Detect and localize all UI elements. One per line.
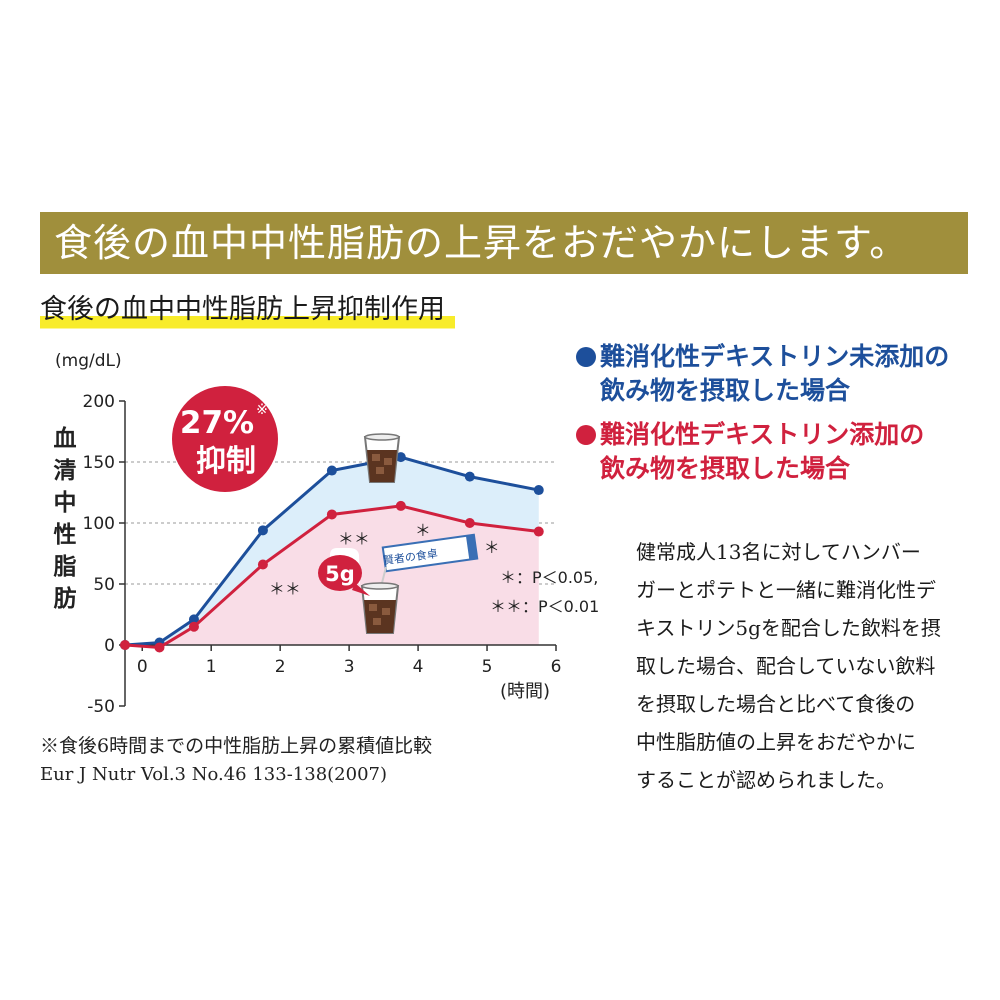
blue-data-point [326,465,337,476]
description-line: ガーとポテトと一緒に難消化性デ [636,578,936,602]
legend-red: 難消化性デキストリン添加の 飲み物を摂取した場合 [576,418,924,486]
x-tick-label: 6 [551,657,562,677]
blue-series-line [124,455,540,647]
description-line: 中性脂肪値の上昇をおだやかに [636,730,916,754]
red-data-point [154,642,165,653]
red-series-line [124,504,539,649]
legend-red-text-2: 飲み物を摂取した場合 [600,454,851,483]
y-tick-label: -50 [87,697,115,717]
cola-glass-with-powder-icon [360,582,400,634]
badge-word: 抑制 [196,444,256,479]
blue-data-point [464,471,475,482]
x-tick-label: 2 [275,657,286,677]
x-tick-label: 0 [137,657,148,677]
series-layer [120,452,544,653]
legend-blue-text-1: 難消化性デキストリン未添加の [600,342,950,371]
description-line: 取した場合、配合していない飲料 [636,654,936,678]
blue-data-point [257,525,268,536]
chart-subtitle: 食後の血中中性脂肪上昇抑制作用 [40,290,455,332]
badge-circle [172,386,278,492]
y-unit-label: (mg/dL) [55,351,122,371]
headline-banner: 食後の血中中性脂肪の上昇をおだやかにします。 [40,212,968,274]
dose-bubble: 5g [318,548,370,596]
y-axis-label: 血清中性脂肪 [54,425,77,612]
blue-band-fill [125,457,539,648]
red-data-point [120,640,130,650]
description-line: 健常成人13名に対してハンバー [636,540,921,564]
x-tick-label: 5 [482,657,493,677]
label-layer: ＊＊＊＊ ＊＊ [269,521,500,599]
red-data-point [533,526,544,537]
dextrin-stick-pack-icon: 賢者の食卓 [381,533,479,584]
axis-layer: -50 0 50 100 150 200 0 1 2 3 4 5 6 [83,392,562,717]
significance-p005: ＊：P＜0.05, [500,568,598,587]
significance-marker: ＊＊ [338,529,370,548]
legend-red-text-1: 難消化性デキストリン添加の [600,420,925,449]
footnote: ※食後6時間までの中性脂肪上昇の累積値比較 [40,735,433,757]
x-tick-label: 3 [344,657,355,677]
significance-marker: ＊ [484,538,500,557]
x-tick-label: 1 [206,657,217,677]
legend-red-dot [576,425,596,445]
reduction-badge: 27% ※ 抑制 [172,386,278,492]
legend-blue: 難消化性デキストリン未添加の 飲み物を摂取した場合 [576,340,949,408]
y-tick-label: 0 [104,636,115,656]
y-tick-label: 200 [83,392,115,412]
y-tick-label: 150 [83,453,115,473]
badge-mark: ※ [256,402,268,418]
y-tick-label: 100 [83,514,115,534]
legend-blue-text-2: 飲み物を摂取した場合 [600,376,851,405]
red-data-point [395,500,406,511]
blue-data-point [188,614,199,625]
red-data-point [188,621,199,632]
badge-percent: 27% [180,405,254,441]
red-data-point [326,509,337,520]
study-description: 健常成人13名に対してハンバー ガーとポテトと一緒に難消化性デ キストリン5gを… [636,533,976,799]
blue-data-point [533,485,544,496]
dose-label: 5g [325,562,355,586]
significance-p001: ＊＊：P＜0.01 [490,597,599,616]
significance-marker: ＊＊ [269,579,301,598]
significance-marker: ＊ [415,521,431,540]
cola-glass-icon [363,433,401,483]
blue-data-point [395,452,406,463]
description-line: を摂取した場合と比べて食後の [636,692,916,716]
description-line: キストリン5gを配合した飲料を摂 [636,616,941,640]
red-data-point [257,559,268,570]
headline-text: 食後の血中中性脂肪の上昇をおだやかにします。 [54,221,909,265]
x-unit-label: (時間) [500,681,550,702]
legend-blue-dot [576,347,596,367]
citation: Eur J Nutr Vol.3 No.46 133-138(2007) [40,764,388,785]
red-data-point [464,518,475,528]
x-tick-label: 4 [413,657,424,677]
y-tick-label: 50 [93,575,115,595]
description-line: することが認められました。 [636,768,896,792]
